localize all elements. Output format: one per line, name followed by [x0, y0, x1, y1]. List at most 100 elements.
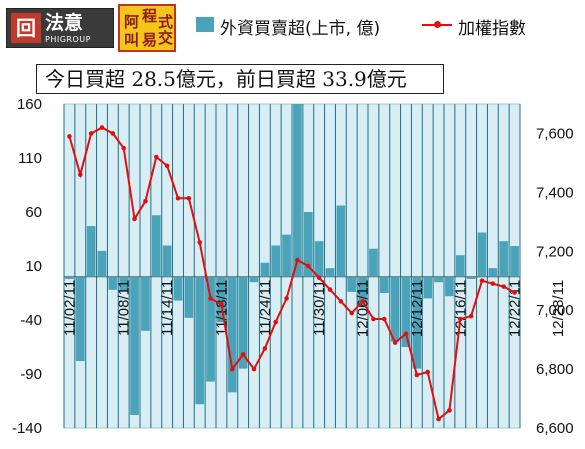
index-point — [284, 296, 289, 301]
index-point — [88, 131, 94, 136]
brand-mark: 回 — [11, 13, 41, 43]
index-point — [479, 278, 485, 284]
bar — [369, 248, 378, 277]
brand-mark-glyph: 回 — [16, 16, 36, 40]
bar — [314, 241, 324, 277]
bar — [271, 245, 281, 277]
left-tick-label: 110 — [18, 150, 42, 167]
index-point — [381, 316, 387, 322]
bar — [423, 276, 433, 299]
index-point — [143, 198, 148, 204]
legend-bar-swatch — [196, 17, 214, 32]
left-tick-label: -140 — [12, 420, 42, 437]
x-tick-label: 11/24/11 — [257, 280, 274, 336]
right-tick-label: 7,200 — [536, 243, 574, 260]
index-point — [512, 290, 517, 295]
index-point — [164, 163, 170, 169]
bar — [499, 241, 509, 277]
bar — [65, 276, 74, 279]
x-tick-label: 11/02/11 — [61, 280, 78, 336]
left-tick-label: 160 — [17, 96, 42, 113]
index-point — [240, 352, 246, 357]
left-tick-label: -90 — [20, 366, 42, 383]
logo2-char: 易 — [142, 31, 158, 49]
index-point — [121, 145, 127, 151]
bar — [249, 276, 259, 283]
right-tick-label: 6,800 — [536, 361, 574, 378]
index-point — [501, 284, 507, 289]
index-point — [251, 366, 257, 372]
phigroup-logo: 回 法意 PHIGROUP — [6, 8, 114, 48]
index-point — [273, 319, 279, 325]
bar — [336, 205, 346, 277]
bar — [162, 245, 172, 277]
left-axis-ticks: 160 110 60 10 -40 -90 -140 — [12, 96, 42, 437]
index-point — [447, 408, 452, 413]
legend-line-marker — [434, 21, 441, 28]
bar — [97, 250, 107, 277]
index-point — [436, 416, 441, 422]
index-point — [371, 316, 376, 322]
index-point — [457, 316, 463, 322]
brand-name: 法意 — [45, 12, 84, 34]
left-tick-label: 10 — [25, 258, 42, 275]
index-point — [67, 134, 72, 139]
x-tick-label: 11/08/11 — [116, 280, 133, 336]
bar — [108, 276, 118, 290]
bar — [412, 276, 422, 369]
x-tick-label: 12/06/11 — [355, 280, 372, 337]
legend-bar-label: 外資買賣超(上市, 億) — [220, 19, 381, 39]
index-point — [197, 240, 203, 245]
bar — [488, 268, 498, 277]
bar — [260, 262, 270, 277]
bar-series — [65, 104, 519, 416]
bar — [347, 276, 357, 292]
index-point — [186, 195, 192, 201]
index-point — [392, 340, 398, 345]
right-tick-label: 7,000 — [536, 302, 574, 319]
index-point — [229, 366, 235, 372]
index-point — [316, 275, 322, 281]
index-point — [327, 287, 333, 292]
right-tick-label: 7,600 — [536, 125, 574, 142]
bar — [184, 276, 194, 318]
left-tick-label: 60 — [25, 204, 42, 221]
bar — [379, 276, 389, 293]
bar — [455, 255, 465, 277]
right-tick-label: 6,600 — [536, 420, 574, 437]
bar — [434, 276, 443, 283]
bar — [227, 276, 237, 393]
bar — [173, 276, 183, 301]
index-point — [77, 172, 83, 177]
index-point — [99, 125, 105, 130]
bar — [75, 276, 85, 362]
bar — [358, 276, 367, 308]
bar — [238, 276, 248, 369]
index-point — [349, 310, 355, 316]
index-point — [338, 299, 344, 304]
index-point — [403, 331, 409, 337]
logo2-char: 程 — [142, 7, 158, 25]
index-point — [132, 216, 137, 222]
logo2-char: 叫 — [124, 31, 140, 49]
logo2-char: 交 — [158, 29, 174, 47]
index-point — [490, 281, 496, 286]
bar — [119, 276, 129, 291]
bar — [390, 276, 400, 342]
bar — [466, 276, 476, 279]
index-line — [68, 126, 516, 421]
bar — [293, 104, 302, 277]
index-point — [110, 131, 116, 136]
index-point — [360, 299, 365, 304]
bar — [282, 234, 291, 277]
logo2-char: 式 — [158, 13, 174, 31]
bar — [401, 276, 411, 347]
bar — [325, 268, 335, 277]
headline: 今日買超 28.5億元，前日買超 33.9億元 — [36, 64, 444, 94]
x-tick-label: 12/16/11 — [452, 280, 469, 337]
brand-sub: PHIGROUP — [45, 35, 91, 44]
index-point — [425, 369, 431, 375]
bar — [303, 212, 313, 277]
index-point — [219, 301, 224, 307]
